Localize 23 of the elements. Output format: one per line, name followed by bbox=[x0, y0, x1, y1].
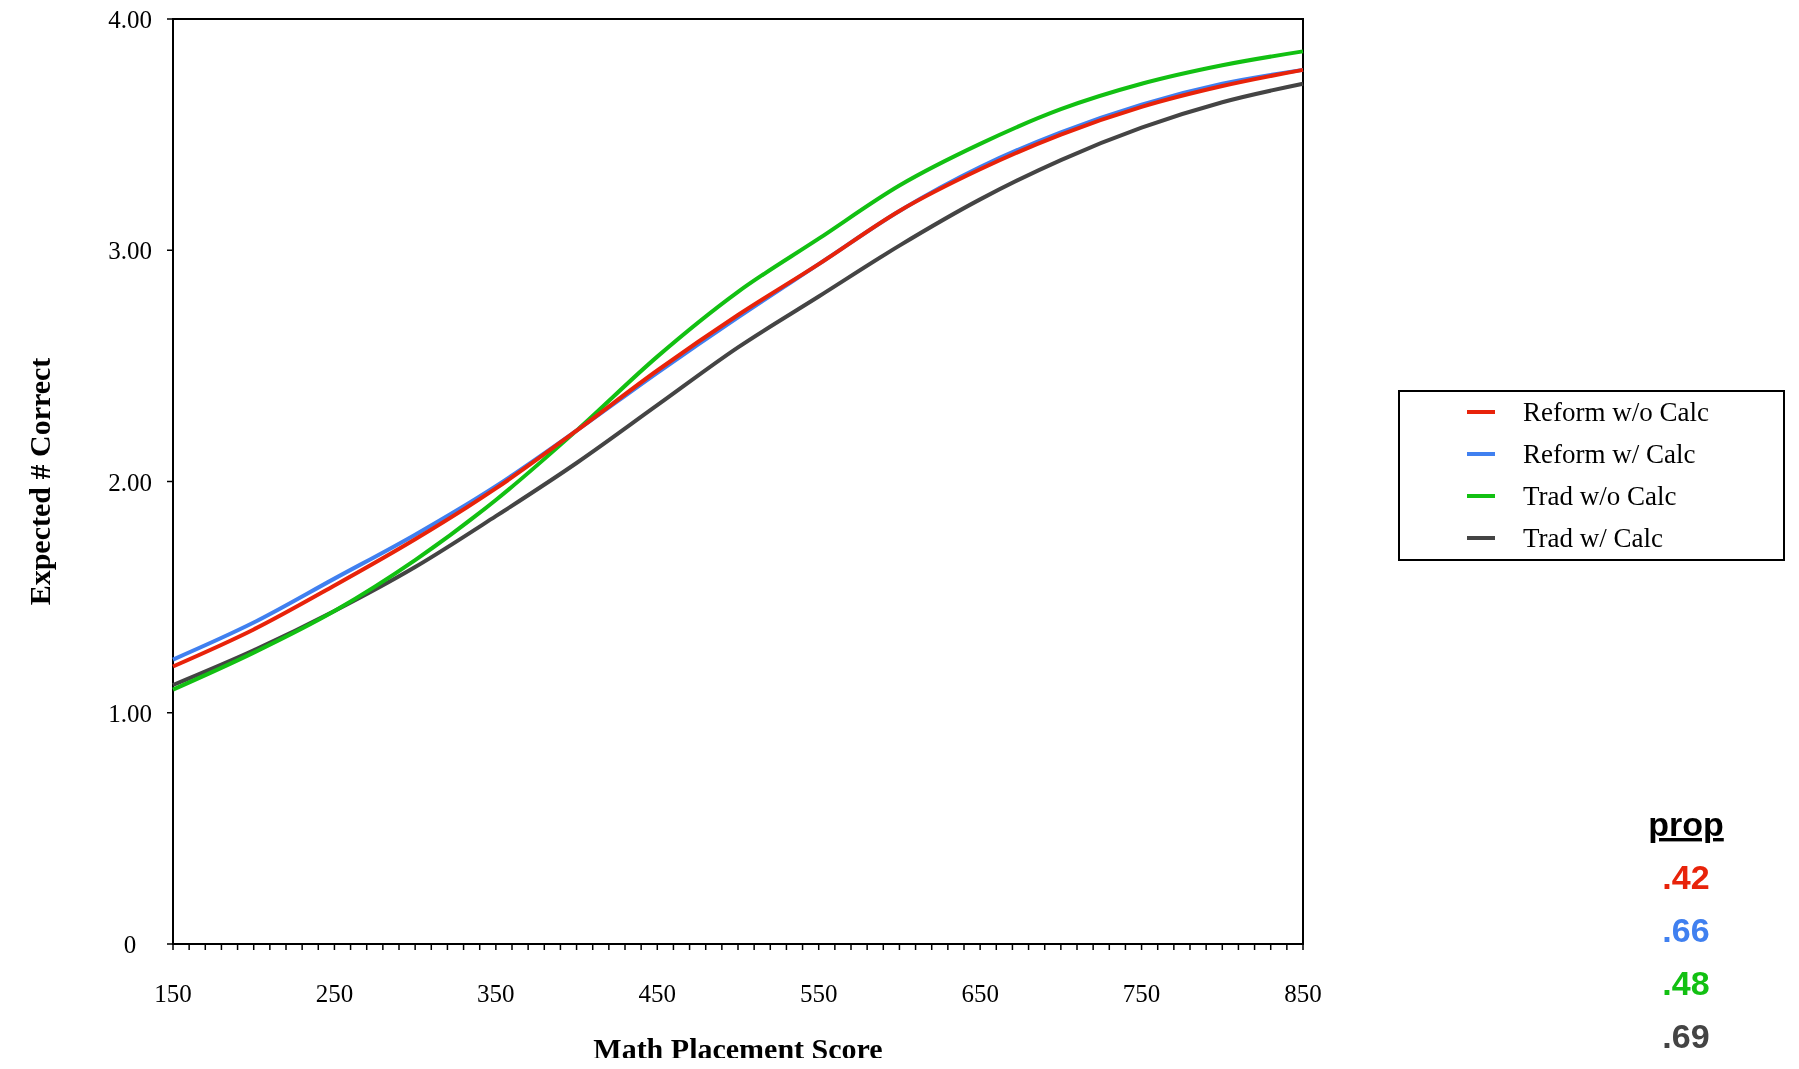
x-tick-label: 450 bbox=[638, 980, 677, 1007]
text: .66 bbox=[1662, 911, 1710, 949]
y-axis-title: Expected # Correct bbox=[23, 357, 56, 606]
legend-label: Trad w/ Calc bbox=[1523, 523, 1664, 553]
text: .69 bbox=[1662, 1017, 1710, 1055]
y-tick-label: 2.00 bbox=[108, 468, 152, 496]
legend-label: Reform w/o Calc bbox=[1523, 397, 1709, 427]
text: .48 bbox=[1662, 964, 1710, 1002]
y-tick-label: 4.00 bbox=[108, 6, 152, 33]
y-tick-label: 3.00 bbox=[108, 237, 152, 265]
legend-label: Trad w/o Calc bbox=[1523, 481, 1677, 511]
x-tick-label: 250 bbox=[315, 980, 354, 1007]
x-tick-label: 350 bbox=[477, 980, 515, 1007]
x-tick-label: 650 bbox=[961, 980, 999, 1007]
y-tick-label: 1.00 bbox=[108, 699, 152, 727]
x-tick-label: 150 bbox=[154, 980, 192, 1007]
text: prop bbox=[1648, 805, 1724, 843]
x-tick-label: 850 bbox=[1284, 980, 1322, 1007]
legend-label: Reform w/ Calc bbox=[1523, 439, 1696, 469]
text: .42 bbox=[1662, 858, 1710, 896]
x-tick-label: 750 bbox=[1122, 980, 1161, 1007]
y-tick-label: 0 bbox=[123, 931, 137, 958]
x-tick-label: 550 bbox=[799, 980, 838, 1007]
